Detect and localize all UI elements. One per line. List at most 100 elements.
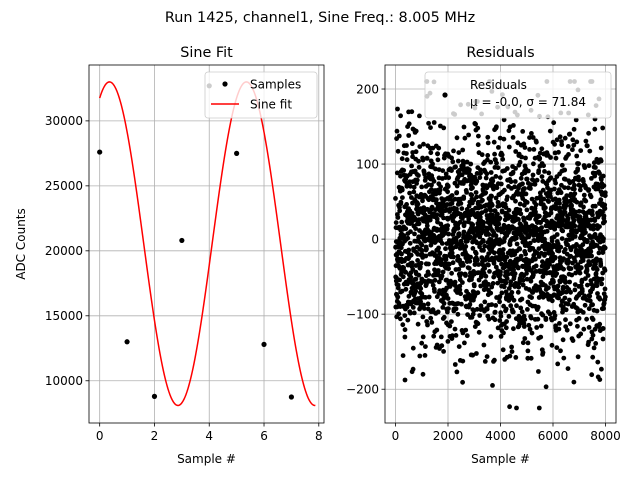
residual-point <box>446 231 451 237</box>
residual-point <box>415 258 420 263</box>
residual-point <box>556 248 562 254</box>
residual-point <box>586 163 592 169</box>
residual-point <box>536 246 542 252</box>
residual-point <box>520 340 526 346</box>
residual-point <box>593 341 599 346</box>
residual-point <box>404 202 409 207</box>
residual-point <box>422 353 428 358</box>
residual-point <box>467 258 473 264</box>
residual-point <box>452 362 458 367</box>
residual-point <box>406 247 412 253</box>
residual-point <box>482 243 487 249</box>
residual-point <box>484 171 490 177</box>
residual-point <box>525 355 531 361</box>
residual-point <box>497 215 503 221</box>
residual-point <box>469 192 475 198</box>
residual-point <box>497 299 502 305</box>
residual-point <box>495 280 501 286</box>
residual-point <box>521 141 527 147</box>
residual-point <box>409 141 415 147</box>
sine-fit-frame <box>88 64 325 424</box>
residual-point <box>590 302 595 308</box>
residual-point <box>481 239 486 244</box>
residual-point <box>497 175 503 181</box>
residual-point <box>564 193 570 199</box>
residual-point <box>456 344 462 349</box>
residual-point <box>559 142 565 148</box>
residual-point <box>534 325 540 330</box>
residual-point <box>426 272 432 277</box>
residual-point <box>521 202 527 208</box>
residual-point <box>526 168 531 174</box>
residual-point <box>518 305 524 311</box>
residual-point <box>567 321 573 327</box>
residual-point <box>585 273 591 278</box>
residual-point <box>452 326 458 332</box>
residual-point <box>588 249 594 255</box>
residual-point <box>424 223 430 229</box>
residual-point <box>565 216 571 221</box>
residual-point <box>570 338 576 343</box>
residual-point <box>565 301 571 307</box>
residual-point <box>544 228 550 234</box>
residual-point <box>536 369 541 374</box>
residual-point <box>532 181 538 187</box>
sine-fit-line <box>98 81 316 407</box>
residual-point <box>401 265 406 271</box>
residual-point <box>441 215 446 221</box>
residual-point <box>602 193 608 199</box>
residual-point <box>398 245 404 251</box>
sine-fit-x-ticks: 0 2 4 6 8 <box>96 423 323 443</box>
residual-point <box>511 326 516 332</box>
residual-point <box>580 310 586 315</box>
residual-point <box>590 317 596 322</box>
residual-point <box>402 327 408 333</box>
residual-point <box>466 216 472 222</box>
residual-point <box>581 326 587 332</box>
residual-point <box>586 306 592 312</box>
residual-point <box>519 309 525 315</box>
residual-point <box>507 353 513 359</box>
residual-point <box>564 327 570 333</box>
sine-fit-y-ticks: 10000 15000 20000 25000 30000 <box>45 114 89 388</box>
residual-point <box>492 309 498 315</box>
residual-point <box>533 209 538 215</box>
residual-point <box>492 357 497 363</box>
residual-point <box>557 321 562 326</box>
residual-point <box>517 201 523 207</box>
residual-point <box>599 276 605 282</box>
residual-point <box>467 302 473 307</box>
legend-samples-label: Samples <box>250 78 301 92</box>
sine-fit-x-tick-label: 6 <box>260 429 268 443</box>
residual-point <box>574 153 580 159</box>
residual-point <box>396 311 402 317</box>
residual-point <box>403 286 409 292</box>
residual-point <box>501 330 506 336</box>
residual-point <box>450 333 455 339</box>
residual-point <box>410 366 416 372</box>
residual-point <box>423 295 428 300</box>
residual-point <box>419 340 425 346</box>
residual-point <box>583 138 589 144</box>
residual-point <box>440 168 446 174</box>
residual-point <box>511 267 516 273</box>
residual-point <box>575 323 580 329</box>
residual-point <box>553 196 558 202</box>
residual-point <box>494 160 499 166</box>
residual-point <box>421 306 427 311</box>
residuals-legend-box <box>424 71 612 119</box>
residual-point <box>403 226 409 232</box>
residual-point <box>420 334 426 340</box>
residual-point <box>463 244 469 249</box>
residual-point <box>571 126 577 132</box>
residual-point <box>476 262 481 267</box>
residual-point <box>408 310 413 316</box>
residual-point <box>563 324 569 329</box>
residual-point <box>409 163 414 169</box>
residual-point <box>404 157 410 163</box>
residual-point <box>535 316 541 322</box>
residual-point <box>493 174 499 179</box>
residual-point <box>441 125 447 131</box>
residual-point <box>548 155 553 160</box>
residual-point <box>505 194 510 200</box>
